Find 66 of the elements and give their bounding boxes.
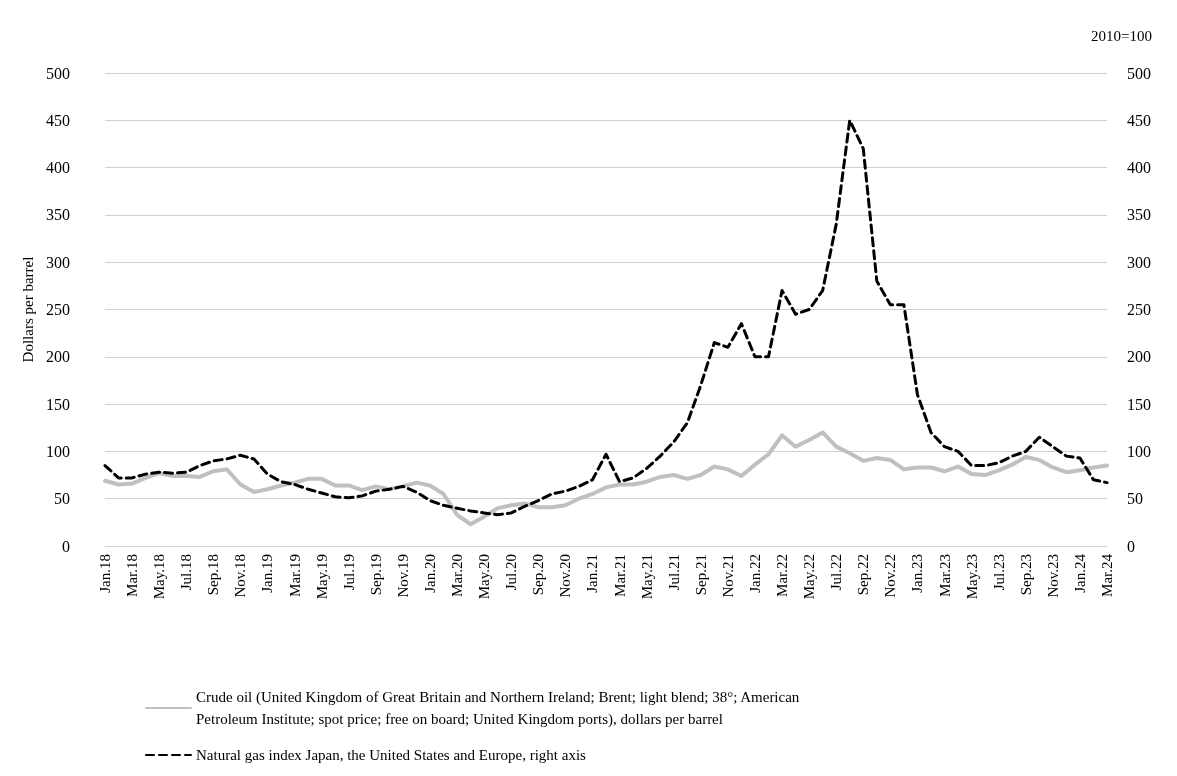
x-tick-label: Mar.19: [286, 554, 303, 597]
x-tick-label: Nov.19: [394, 554, 411, 598]
y2-tick-label: 300: [1127, 253, 1151, 271]
x-tick-label: May.21: [638, 554, 655, 600]
x-tick-label: May.18: [151, 554, 168, 600]
y-axis-title: Dollars per barrel: [19, 256, 36, 363]
x-tick-label: Sep.19: [367, 554, 384, 596]
x-tick-label: Jul.23: [990, 554, 1007, 591]
y-tick-label: 0: [62, 537, 70, 555]
x-tick-label: May.20: [476, 554, 493, 600]
y-tick-label: 350: [46, 206, 70, 224]
x-tick-label: Jan.19: [259, 554, 276, 593]
x-tick-label: May.22: [801, 554, 818, 600]
x-tick-label: Mar.24: [1099, 553, 1115, 597]
x-tick-label: Jul.22: [828, 554, 845, 591]
line-series: [103, 430, 1109, 527]
x-tick-label: Mar.21: [611, 554, 628, 597]
x-tick-label: Sep.23: [1017, 554, 1034, 596]
x-tick-label: Jan.21: [584, 554, 601, 593]
y-tick-label: 150: [46, 395, 70, 413]
y2-tick-label: 350: [1127, 206, 1151, 224]
x-tick-label: Jan.22: [746, 554, 763, 593]
x-tick-label: Nov.18: [232, 554, 249, 598]
x-tick-label: Mar.22: [774, 554, 791, 597]
x-tick-label: Mar.23: [936, 554, 953, 597]
x-tick-label: Sep.22: [855, 554, 872, 596]
x-tick-label: May.23: [963, 554, 980, 600]
x-tick-label: Jul.19: [340, 554, 357, 591]
x-tick-label: Nov.22: [882, 554, 899, 598]
legend-label: Crude oil (United Kingdom of Great Britain and Northern Ireland; Brent; light blend; 38°; American Petroleum Institute; spot price; free on board; United Kingdom ports), dollars per barrel: [196, 689, 804, 728]
y-tick-label: 200: [46, 348, 70, 366]
y2-tick-label: 200: [1127, 348, 1151, 366]
y2-axis-title: 2010=100: [1091, 27, 1152, 44]
y2-tick-label: 0: [1127, 537, 1135, 555]
x-tick-label: Nov.20: [557, 554, 574, 598]
x-tick-label: May.19: [313, 554, 330, 600]
legend-label: Natural gas index Japan, the United States and Europe, right axis: [196, 747, 587, 763]
y2-tick-label: 450: [1127, 111, 1151, 129]
x-tick-label: Sep.21: [692, 554, 709, 596]
y-tick-label: 400: [46, 159, 70, 177]
x-tick-label: Nov.21: [719, 554, 736, 598]
x-tick-label: Mar.20: [449, 554, 466, 597]
y-tick-label: 450: [46, 111, 70, 129]
y-tick-label: 250: [46, 301, 70, 318]
y2-tick-label: 100: [1127, 442, 1151, 460]
y2-tick-label: 150: [1127, 395, 1151, 413]
y-tick-label: 50: [54, 490, 70, 508]
x-tick-label: Sep.20: [530, 554, 547, 596]
y2-tick-label: 250: [1127, 301, 1151, 318]
y-tick-label: 100: [46, 442, 70, 460]
x-tick-label: Jul.20: [503, 554, 520, 591]
x-tick-label: Jan.18: [97, 554, 113, 593]
x-tick-label: Jul.21: [665, 554, 682, 591]
x-tick-label: Sep.18: [205, 554, 222, 596]
line-series: [103, 118, 1109, 517]
y2-tick-label: 500: [1127, 64, 1151, 82]
x-tick-label: Mar.18: [124, 554, 141, 597]
x-tick-label: Nov.23: [1044, 554, 1061, 598]
y2-tick-label: 400: [1127, 159, 1151, 177]
x-tick-label: Jul.18: [178, 554, 195, 591]
x-tick-label: Jan.20: [421, 554, 438, 593]
y-tick-label: 300: [46, 253, 70, 271]
x-tick-label: Jan.23: [909, 554, 926, 593]
x-tick-label: Jan.24: [1071, 553, 1088, 593]
y-tick-label: 500: [46, 64, 70, 82]
y2-tick-label: 50: [1127, 490, 1143, 508]
